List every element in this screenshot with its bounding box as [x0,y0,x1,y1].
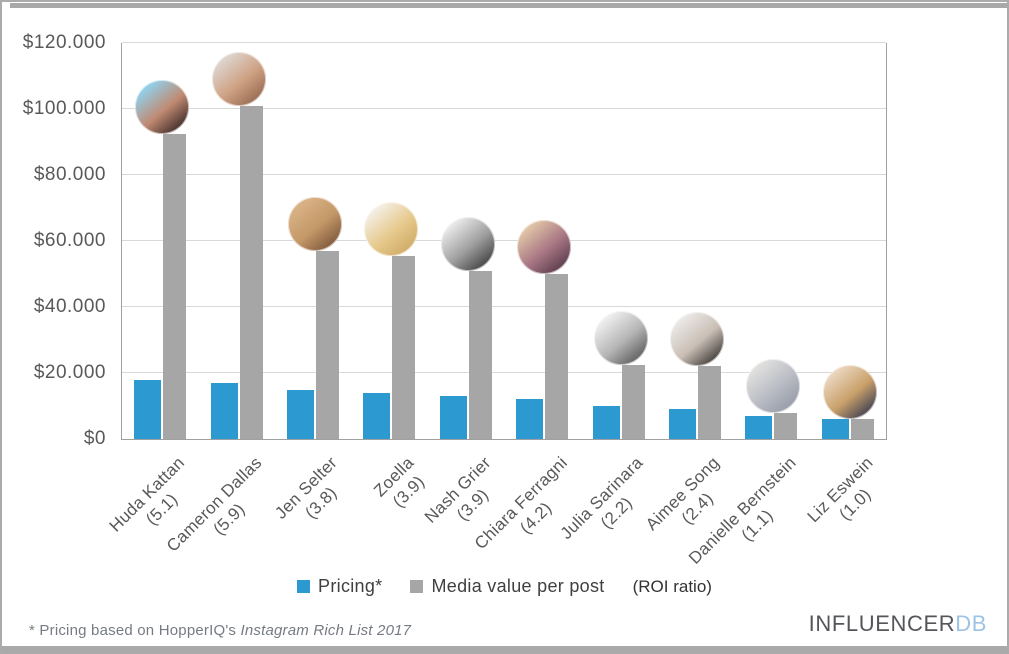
plot-area [121,42,887,440]
bar-pricing [439,396,467,439]
y-tick-label: $80.000 [33,164,106,185]
bar-pair-2 [275,250,351,439]
footnote-text: Pricing based on HopperIQ's [35,622,241,639]
gridline [122,42,886,43]
bar-pair-8 [733,412,809,439]
gridline [122,108,886,109]
pricing-swatch-icon [297,580,311,593]
footnote-source-italic: Instagram Rich List 2017 [240,622,412,639]
y-tick-label: $40.000 [33,296,106,317]
bar-media-value [697,366,721,439]
bar-media-value [545,274,569,439]
y-tick-label: $60.000 [33,230,106,251]
bar-media-value [850,419,874,439]
gridline [122,372,886,373]
bar-media-value [239,105,263,439]
bar-pricing [668,409,696,439]
avatar-huda-kattan [135,79,190,134]
avatar-aimee-song [670,312,724,367]
y-axis: $120.000 $100.000 $80.000 $60.000 $40.000 $20… [2,32,106,449]
avatar-julia-sarinara [593,310,648,365]
logo-text-dark: INFLUENCER [808,611,956,636]
gridline [122,240,886,241]
legend-item-pricing: Pricing* [297,576,382,597]
bar-pair-6 [580,364,656,439]
y-tick-label: $100.000 [22,98,106,119]
bar-pair-1 [198,105,274,439]
frame-bottom-strip [2,646,1007,652]
bar-pricing [210,382,238,439]
avatar-cameron-dallas [211,51,266,106]
legend-label-media-value: Media value per post [431,576,605,596]
bar-pricing [286,389,314,439]
bar-pair-0 [122,133,198,439]
logo-text-blue: DB [955,611,987,636]
influencerdb-logo: INFLUENCERDB [809,611,987,637]
x-category-label: Zoella (3.9) [370,453,433,516]
gridline [122,174,886,175]
bar-pricing [516,399,544,439]
bar-pricing [134,379,162,439]
avatar-chiara-ferragni [517,220,572,274]
bar-pair-3 [351,255,427,439]
bar-pricing [363,392,391,439]
legend-label-pricing: Pricing* [318,576,383,596]
bar-pricing [821,419,849,439]
bar-pricing [592,406,620,439]
footnote-marker: * [29,622,36,639]
avatar-danielle-bernstein [746,358,801,413]
x-category-label: Jen Selter (3.8) [272,453,358,539]
y-tick-label: $0 [83,428,106,449]
bar-pair-5 [504,274,580,439]
frame-top-strip [10,3,1007,8]
avatar-liz-eswein [822,365,877,420]
legend: Pricing* Media value per post (ROI ratio… [2,576,1007,597]
avatar-nash-grier [440,216,495,271]
bar-media-value [163,133,187,439]
bar-pricing [745,415,773,439]
legend-note-roi-ratio: (ROI ratio) [632,576,712,596]
bar-pair-9 [810,419,886,439]
bar-media-value [468,270,492,439]
footnote: * Pricing based on HopperIQ's Instagram … [29,622,411,639]
bar-media-value [315,250,339,439]
bar-media-value [392,255,416,439]
bar-media-value [621,364,645,439]
y-tick-label: $120.000 [22,32,106,53]
y-tick-label: $20.000 [33,362,106,383]
gridline [122,306,886,307]
media-value-swatch-icon [410,580,424,593]
x-axis-labels: Huda Kattan (5.1) Cameron Dallas (5.9) Jen S… [106,439,885,574]
avatar-jen-selter [288,196,342,251]
x-category-label: Liz Eswein (1.0) [803,453,892,542]
bar-pair-7 [657,366,733,439]
bar-pair-4 [428,270,504,439]
legend-item-media-value: Media value per post [410,576,604,597]
avatar-zoella [364,201,419,256]
bar-media-value [774,412,798,439]
